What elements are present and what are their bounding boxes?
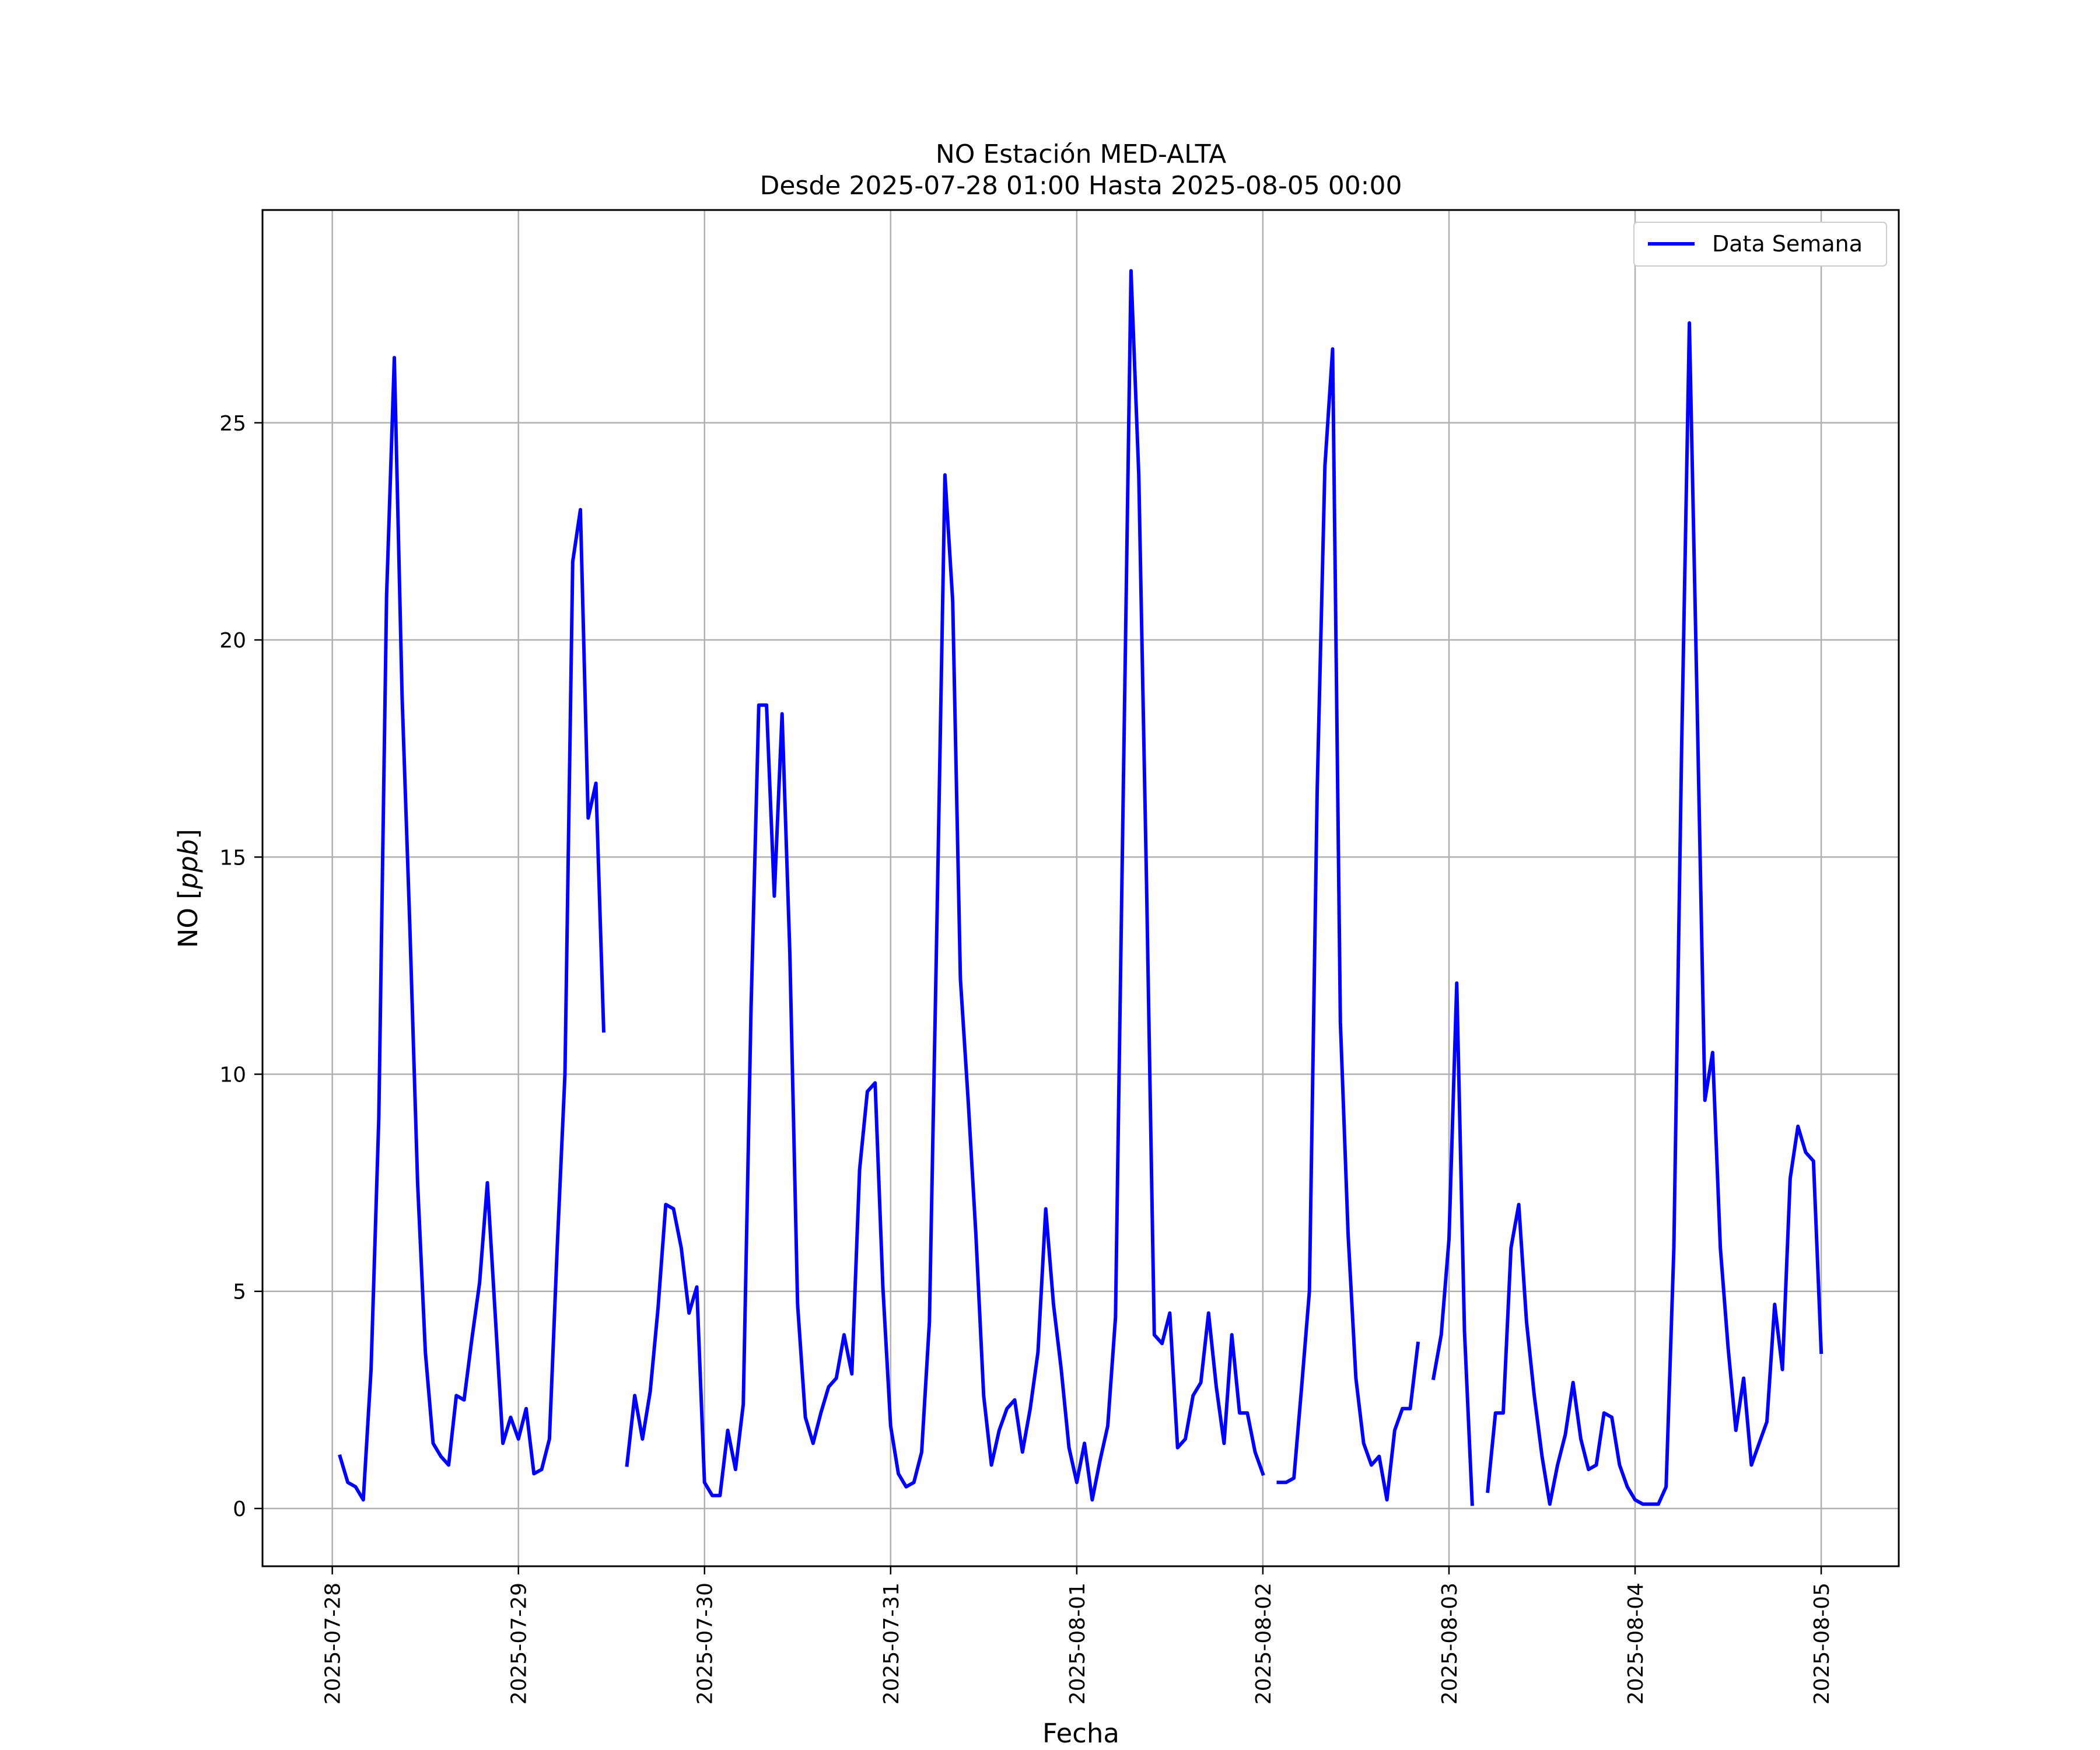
y-tick-label-3: 15 <box>219 846 246 870</box>
series-line-segment-0-0 <box>338 356 606 1502</box>
chart-title: NO Estación MED-ALTA <box>936 139 1226 169</box>
x-tick-label-3: 2025-07-31 <box>880 1583 904 1704</box>
series-line-segment-0-3 <box>1431 981 1474 1506</box>
x-tick-label-5: 2025-08-02 <box>1252 1583 1276 1704</box>
series-line-segment-0-2 <box>1276 347 1420 1502</box>
data-lines <box>338 269 1824 1506</box>
x-axis: 2025-07-28 2025-07-29 2025-07-30 2025-07-31… <box>321 1566 1834 1704</box>
grid-lines <box>262 210 1899 1566</box>
y-axis-label-prefix: NO [ <box>173 889 204 948</box>
y-tick-label-0: 0 <box>233 1497 246 1521</box>
x-tick-label-0: 2025-07-28 <box>321 1583 345 1704</box>
legend-label: Data Semana <box>1712 231 1863 257</box>
x-tick-label-4: 2025-08-01 <box>1066 1583 1090 1704</box>
y-tick-label-1: 5 <box>233 1280 246 1304</box>
legend-box <box>1633 222 1887 267</box>
legend: Data Semana <box>1633 222 1887 267</box>
y-axis-label-unit: ppb <box>173 839 204 890</box>
x-tick-label-6: 2025-08-03 <box>1438 1583 1462 1704</box>
x-axis-label: Fecha <box>1042 1718 1119 1749</box>
series-line-segment-0-4 <box>1486 321 1824 1506</box>
y-axis-label-suffix: ] <box>173 829 204 839</box>
x-tick-label-2: 2025-07-30 <box>694 1583 718 1704</box>
y-axis-label: NO [ppb] <box>173 829 204 948</box>
x-tick-label-7: 2025-08-04 <box>1624 1583 1648 1704</box>
x-tick-label-8: 2025-08-05 <box>1810 1583 1834 1704</box>
y-tick-label-5: 25 <box>219 412 246 436</box>
chart-subtitle: Desde 2025-07-28 01:00 Hasta 2025-08-05 … <box>760 171 1402 201</box>
y-tick-label-2: 10 <box>219 1063 246 1087</box>
series-line-segment-0-1 <box>625 269 1265 1502</box>
x-tick-label-1: 2025-07-29 <box>508 1583 531 1704</box>
y-tick-label-4: 20 <box>219 629 246 653</box>
plot-frame <box>261 209 1900 1567</box>
y-axis: 0 5 10 15 20 25 <box>219 412 262 1521</box>
